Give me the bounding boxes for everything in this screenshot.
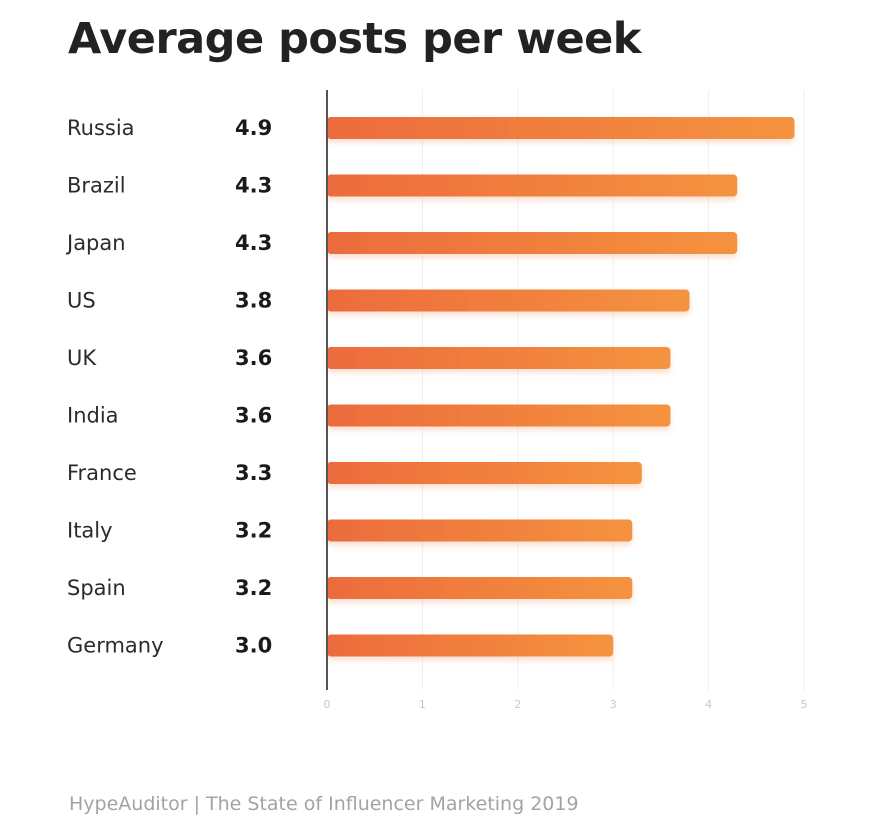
source-note: HypeAuditor | The State of Influencer Ma… xyxy=(69,793,579,815)
category-label-france: France xyxy=(67,461,137,485)
category-label-russia: Russia xyxy=(67,116,135,140)
bar-brazil xyxy=(327,174,738,197)
category-label-spain: Spain xyxy=(67,576,126,600)
value-label-germany: 3.0 xyxy=(235,634,272,658)
value-label-uk: 3.6 xyxy=(235,346,272,370)
value-label-us: 3.8 xyxy=(235,289,272,313)
x-tick-label-5: 5 xyxy=(801,698,808,711)
category-label-uk: UK xyxy=(67,346,97,370)
value-label-italy: 3.2 xyxy=(235,519,272,543)
x-tick-label-4: 4 xyxy=(705,698,712,711)
bars xyxy=(327,117,795,657)
category-label-germany: Germany xyxy=(67,634,164,658)
value-label-japan: 4.3 xyxy=(235,231,272,255)
bar-us xyxy=(327,289,690,312)
x-tick-label-0: 0 xyxy=(324,698,331,711)
category-label-india: India xyxy=(67,404,119,428)
category-labels: Russia Brazil Japan US UK India France Italy Spa… xyxy=(65,116,164,658)
chart-title: Average posts per week xyxy=(68,14,641,64)
value-label-france: 3.3 xyxy=(235,461,272,485)
bar-uk xyxy=(327,347,671,369)
bar-italy xyxy=(327,519,633,542)
x-axis-ticks: 0 1 2 3 4 5 xyxy=(324,698,808,711)
x-tick-label-1: 1 xyxy=(419,698,426,711)
bar-france xyxy=(327,462,642,484)
category-label-italy: Italy xyxy=(67,519,113,543)
bar-spain xyxy=(327,577,633,599)
value-label-spain: 3.2 xyxy=(235,576,272,600)
x-tick-label-3: 3 xyxy=(610,698,617,711)
category-label-brazil: Brazil xyxy=(67,174,126,198)
value-labels: 4.9 4.3 4.3 3.8 3.6 3.6 3.3 3.2 3.2 3.0 xyxy=(235,116,272,658)
bar-japan xyxy=(327,232,738,254)
value-label-russia: 4.9 xyxy=(235,116,272,140)
value-label-india: 3.6 xyxy=(235,404,272,428)
x-tick-label-2: 2 xyxy=(514,698,521,711)
category-label-us: US xyxy=(67,289,96,313)
value-label-brazil: 4.3 xyxy=(235,174,272,198)
bar-germany xyxy=(327,634,614,657)
category-label-japan: Japan xyxy=(65,231,126,255)
bar-russia xyxy=(327,117,795,139)
bar-india xyxy=(327,404,671,427)
